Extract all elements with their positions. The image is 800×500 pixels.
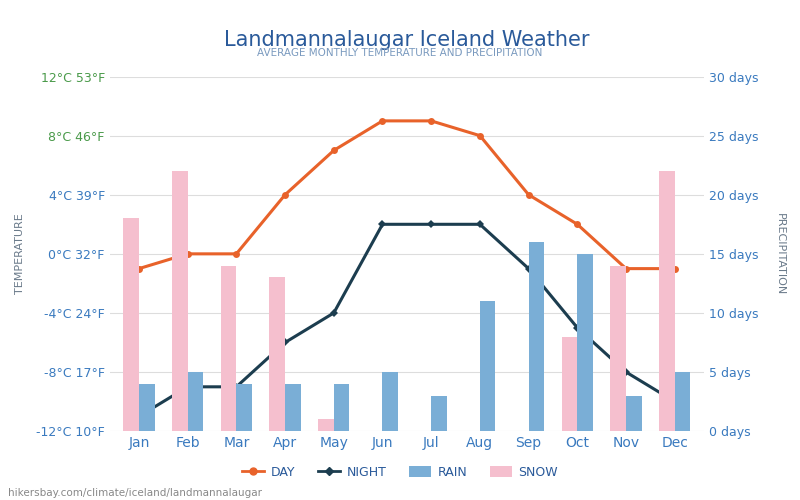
Bar	[529, 242, 544, 431]
Bar	[123, 218, 139, 431]
Y-axis label: TEMPERATURE: TEMPERATURE	[15, 214, 25, 294]
Bar	[674, 372, 690, 431]
Bar	[334, 384, 350, 431]
Bar	[626, 396, 642, 431]
Bar	[578, 254, 593, 431]
Text: AVERAGE MONTHLY TEMPERATURE AND PRECIPITATION: AVERAGE MONTHLY TEMPERATURE AND PRECIPIT…	[258, 48, 542, 58]
Bar	[562, 336, 578, 431]
Bar	[659, 171, 674, 431]
Y-axis label: PRECIPITATION: PRECIPITATION	[775, 212, 785, 295]
Bar	[139, 384, 154, 431]
Bar	[172, 171, 188, 431]
Bar	[431, 396, 446, 431]
Bar	[318, 420, 334, 431]
Legend: DAY, NIGHT, RAIN, SNOW: DAY, NIGHT, RAIN, SNOW	[237, 461, 563, 484]
Bar	[221, 266, 236, 431]
Bar	[480, 301, 495, 431]
Bar	[270, 278, 285, 431]
Bar	[610, 266, 626, 431]
Bar	[236, 384, 252, 431]
Bar	[188, 372, 203, 431]
Text: hikersbay.com/climate/iceland/landmannalaugar: hikersbay.com/climate/iceland/landmannal…	[8, 488, 262, 498]
Title: Landmannalaugar Iceland Weather: Landmannalaugar Iceland Weather	[224, 30, 590, 50]
Bar	[382, 372, 398, 431]
Bar	[285, 384, 301, 431]
